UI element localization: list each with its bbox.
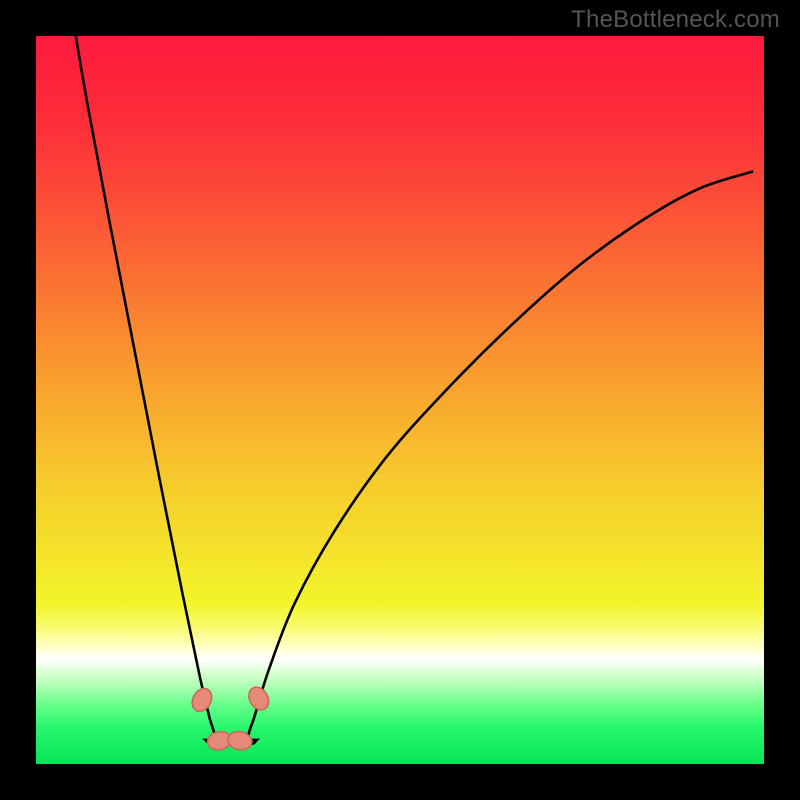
bottleneck-chart	[0, 0, 800, 800]
watermark-text: TheBottleneck.com	[571, 6, 780, 34]
outer-frame: TheBottleneck.com	[0, 0, 800, 800]
